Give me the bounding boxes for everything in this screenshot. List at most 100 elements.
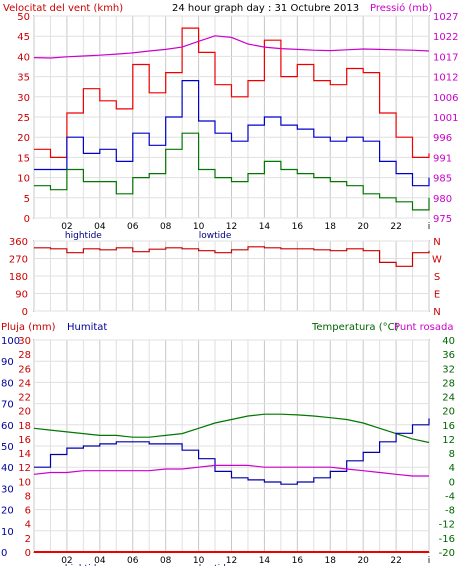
compass-label: W	[432, 255, 442, 266]
pressure-tick-label: 1006	[433, 93, 458, 104]
rain-tick-label: 18	[18, 421, 31, 432]
wind-hour-label: 14	[259, 222, 271, 232]
rain-tick-label: 22	[18, 393, 31, 404]
pressure-tick-label: 1001	[433, 113, 458, 124]
humidity-tick-label: 0	[1, 548, 7, 559]
wind-hour-label: 18	[325, 222, 337, 232]
rain-tick-label: 2	[25, 534, 31, 545]
pressure-tick-label: 1022	[433, 32, 458, 43]
climate-hour-label: 20	[357, 556, 369, 566]
humidity-tick-label: 30	[1, 484, 14, 495]
temperature-tick-label: -12	[439, 520, 455, 531]
climate-hour-label: 02	[61, 556, 72, 566]
humidity-tick-label: 60	[1, 421, 14, 432]
climate-hour-label: 08	[160, 556, 172, 566]
wind-hour-label: 12	[226, 222, 237, 232]
humidity-tick-label: 70	[1, 400, 14, 411]
climate-hour-label: 06	[127, 556, 139, 566]
climate-hour-label: 22	[390, 556, 401, 566]
humidity-tick-label: 90	[1, 357, 14, 368]
temperature-line	[33, 413, 430, 444]
climate-hour-label: 18	[325, 556, 337, 566]
pressure-tick-label: 991	[433, 153, 452, 164]
dewpoint-axis-title: Punt rosada	[394, 322, 453, 333]
wind-green-line	[34, 132, 430, 211]
temperature-tick-label: -16	[439, 534, 455, 545]
climate-hour-label: 16	[292, 556, 304, 566]
rain-axis-title: Pluja (mm)	[1, 322, 56, 333]
humidity-tick-label: 80	[1, 378, 14, 389]
lowtide-label: lowtide	[199, 231, 232, 241]
compass-label: N	[433, 237, 440, 248]
wind-hour-label: 10	[193, 222, 205, 232]
climate-hour-label: 12	[226, 556, 237, 566]
hightide-label: hightide	[65, 231, 102, 241]
wind-hour-label: 02	[61, 222, 72, 232]
wind-hour-label: 22	[390, 222, 401, 232]
humidity-tick-label: 40	[1, 463, 14, 474]
direction-tick-label: 90	[15, 290, 28, 301]
direction-tick-label: 0	[22, 307, 28, 318]
rain-tick-label: 12	[18, 463, 31, 474]
temperature-tick-label: 20	[442, 407, 455, 418]
climate-hour-label: i	[428, 556, 431, 566]
wind-tick-label: 20	[17, 133, 30, 144]
direction-tick-label: 180	[9, 272, 28, 283]
wind-hour-label: 20	[357, 222, 369, 232]
wind-tick-label: 40	[17, 52, 30, 63]
direction-tick-label: 360	[9, 237, 28, 248]
rain-tick-label: 4	[25, 520, 31, 531]
pressure-tick-label: 1027	[433, 12, 458, 23]
climate-hour-label: 04	[94, 556, 106, 566]
wind-hour-label: i	[428, 222, 431, 232]
wind-avg-line	[34, 80, 430, 187]
rain-tick-label: 30	[18, 336, 31, 347]
wind-hour-label: 16	[292, 222, 304, 232]
wind-tick-label: 30	[17, 93, 30, 104]
rain-tick-label: 20	[18, 407, 31, 418]
wind-tick-label: 5	[24, 194, 30, 205]
rain-tick-label: 24	[18, 378, 31, 389]
rain-tick-label: 26	[18, 364, 31, 375]
rain-tick-label: 0	[25, 548, 31, 559]
temperature-tick-label: 32	[442, 364, 455, 375]
temperature-axis-title: Temperatura (°C)	[311, 322, 399, 333]
pressure-axis-title: Pressió (mb)	[370, 2, 432, 14]
rain-tick-label: 8	[25, 491, 31, 502]
humidity-tick-label: 10	[1, 527, 14, 538]
wind-hour-label: 08	[160, 222, 172, 232]
pressure-line	[33, 35, 430, 59]
rain-tick-label: 6	[25, 506, 31, 517]
pressure-tick-label: 975	[433, 214, 452, 225]
dewpoint-line	[33, 464, 429, 477]
wind-hour-label: 06	[127, 222, 139, 232]
wind-tick-label: 35	[17, 73, 30, 84]
pressure-tick-label: 1017	[433, 52, 458, 63]
temperature-tick-label: 28	[442, 378, 455, 389]
wind-tick-label: 0	[24, 214, 30, 225]
pressure-tick-label: 1012	[433, 73, 458, 84]
temperature-tick-label: 4	[449, 463, 455, 474]
temperature-tick-label: 8	[449, 449, 455, 460]
rain-tick-label: 10	[18, 477, 31, 488]
rain-tick-label: 28	[18, 350, 31, 361]
temperature-tick-label: 40	[442, 336, 455, 347]
wind-tick-label: 10	[17, 174, 30, 185]
wind-gust-line	[34, 27, 430, 158]
graph-title: 24 hour graph day : 31 Octubre 2013	[172, 3, 359, 14]
wind-tick-label: 50	[17, 12, 30, 23]
wind-tick-label: 15	[17, 153, 30, 164]
wind-hour-label: 04	[94, 222, 106, 232]
temperature-tick-label: 12	[442, 435, 455, 446]
climate-hour-label: 14	[259, 556, 271, 566]
wind-tick-label: 25	[17, 113, 30, 124]
climate-hour-label: 10	[193, 556, 205, 566]
temperature-tick-label: 16	[442, 421, 455, 432]
compass-label: S	[434, 272, 440, 283]
temperature-tick-label: 36	[442, 350, 455, 361]
humidity-axis-title: Humitat	[67, 322, 107, 333]
temperature-tick-label: -8	[445, 506, 455, 517]
humidity-tick-label: 100	[1, 336, 20, 347]
